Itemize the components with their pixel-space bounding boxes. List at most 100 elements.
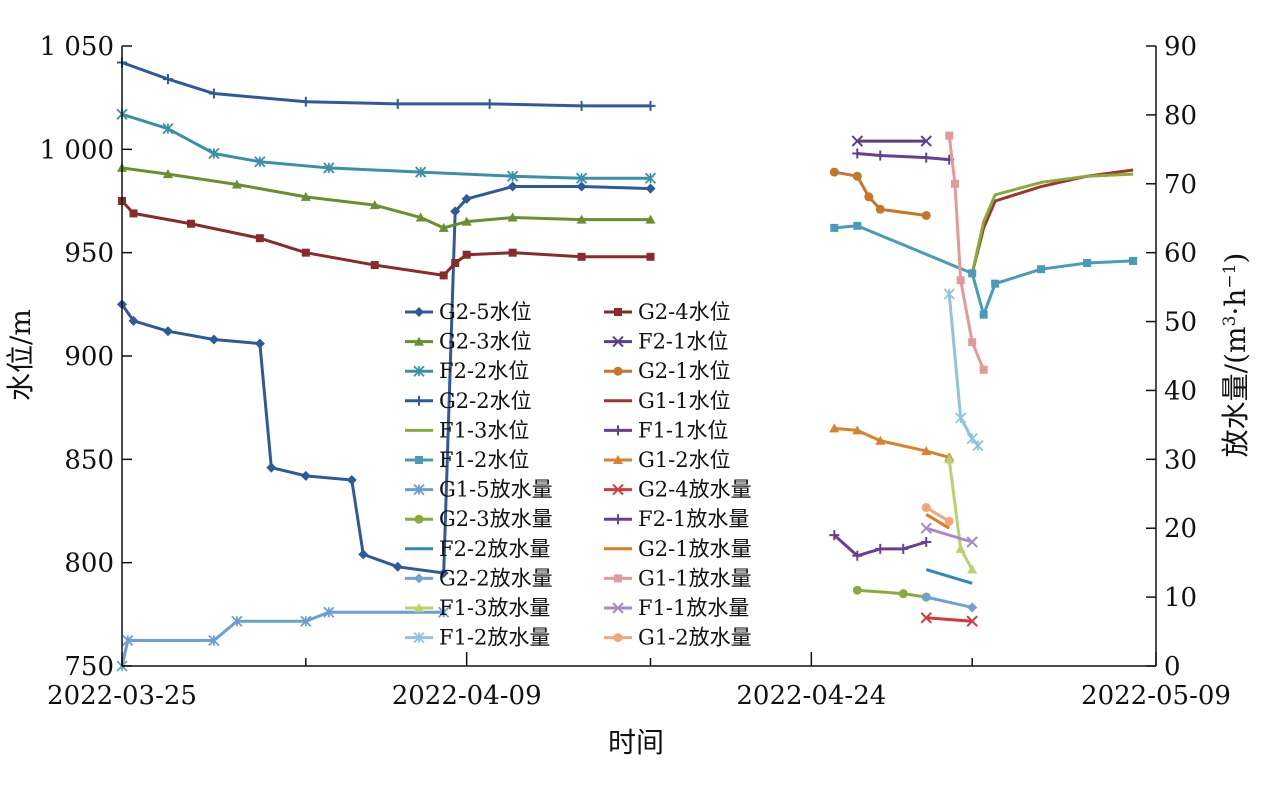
- data-point: [323, 606, 335, 618]
- data-point: [1129, 256, 1138, 265]
- y-right-tick-label: 20: [1164, 514, 1197, 544]
- data-point: [875, 543, 886, 554]
- series-line: [857, 151, 950, 162]
- x-tick-label: 2022-04-09: [392, 681, 542, 711]
- series-F1-1水位: [852, 148, 955, 165]
- data-point: [461, 216, 472, 226]
- legend-marker: [612, 335, 624, 348]
- data-point: [851, 135, 863, 147]
- series-F1-2放水量: [943, 288, 984, 452]
- data-point: [830, 223, 839, 232]
- series-line: [120, 610, 444, 667]
- legend-marker: [612, 602, 624, 614]
- y-left-tick-label: 1 050: [40, 32, 114, 62]
- x-tick-label: 2022-03-25: [47, 681, 197, 711]
- legend-marker: [613, 455, 623, 464]
- data-point: [300, 470, 311, 481]
- series-G2-1水位: [829, 167, 931, 220]
- data-point: [506, 170, 519, 182]
- y-right-tick-label: 80: [1164, 101, 1197, 131]
- data-point: [864, 192, 874, 202]
- series-line: [925, 526, 973, 544]
- series-G1-1水位: [970, 168, 1134, 274]
- data-point: [300, 191, 311, 201]
- legend-label: G2-1水位: [638, 359, 731, 383]
- data-point: [966, 536, 978, 548]
- data-point: [415, 166, 427, 178]
- data-point: [438, 568, 449, 578]
- legend-marker: [614, 308, 622, 316]
- legend-entry: G1-5放水量: [405, 478, 553, 502]
- legend-marker: [613, 514, 623, 525]
- series-line: [947, 459, 974, 571]
- legend-label: F1-1水位: [638, 418, 728, 442]
- series-F2-1水位: [851, 135, 932, 147]
- data-point: [966, 615, 978, 627]
- legend-entry: F2-2水位: [405, 359, 529, 383]
- legend-label: G2-2水位: [439, 389, 532, 413]
- data-point: [979, 310, 988, 319]
- series-line: [970, 172, 1134, 274]
- data-point: [920, 135, 932, 147]
- legend-marker: [414, 514, 424, 524]
- series-line: [121, 61, 651, 108]
- data-point: [944, 454, 955, 464]
- data-point: [968, 269, 977, 278]
- data-point: [392, 98, 403, 109]
- data-point: [462, 250, 471, 259]
- data-point: [950, 179, 959, 188]
- legend-label: F1-2水位: [439, 448, 529, 472]
- legend-entry: G2-3水位: [405, 330, 532, 354]
- axes: 750 800 850 900 950 1 000 1 050 0 10 20 30 40 50 60 70…: [40, 32, 1231, 711]
- data-point: [300, 96, 311, 107]
- data-point: [991, 279, 1000, 288]
- data-point: [898, 589, 908, 599]
- data-point: [852, 550, 863, 561]
- legend-marker: [413, 631, 425, 644]
- legend-entry: F2-2放水量: [405, 537, 550, 561]
- data-point: [451, 259, 460, 267]
- data-point: [484, 98, 495, 109]
- data-point: [955, 412, 967, 424]
- data-point: [461, 193, 472, 204]
- data-point: [920, 612, 932, 624]
- y-right-tick-label: 70: [1164, 170, 1197, 200]
- series-line: [121, 112, 651, 180]
- data-point: [438, 222, 449, 232]
- legend-label: F2-1水位: [638, 330, 728, 354]
- legend-marker: [613, 366, 623, 376]
- legend-label: G1-2放水量: [638, 626, 752, 650]
- data-point: [122, 634, 134, 647]
- legend-entry: F1-2水位: [405, 448, 529, 472]
- data-point: [266, 462, 277, 473]
- data-point: [967, 602, 978, 613]
- series-G2-5水位: [117, 181, 656, 578]
- series-F2-1放水量: [829, 530, 932, 561]
- legend-entry: G1-1水位: [604, 389, 731, 413]
- legend-entry: G2-1放水量: [604, 537, 752, 561]
- y-right-tick-label: 0: [1164, 652, 1181, 682]
- series-G2-3水位: [117, 162, 656, 232]
- data-point: [507, 181, 518, 192]
- legend-marker: [614, 574, 622, 583]
- data-point: [507, 212, 518, 222]
- data-point: [852, 171, 862, 181]
- legend-label: G1-5放水量: [439, 478, 553, 502]
- data-point: [852, 585, 862, 595]
- data-point: [956, 276, 965, 285]
- data-point: [162, 123, 174, 135]
- data-point: [968, 338, 977, 347]
- series-line: [947, 293, 980, 447]
- data-point: [645, 183, 656, 194]
- series-line: [120, 185, 651, 575]
- y-left-tick-label: 750: [64, 652, 114, 682]
- legend-entry: F2-1水位: [604, 330, 728, 354]
- legend-marker: [414, 603, 424, 612]
- data-point: [231, 179, 242, 189]
- series-G1-2放水量: [921, 503, 954, 526]
- data-point: [438, 606, 450, 618]
- data-point: [162, 326, 173, 337]
- series-G1-1放水量: [945, 131, 988, 374]
- series-G2-1放水量: [925, 513, 950, 530]
- legend-marker: [612, 483, 624, 496]
